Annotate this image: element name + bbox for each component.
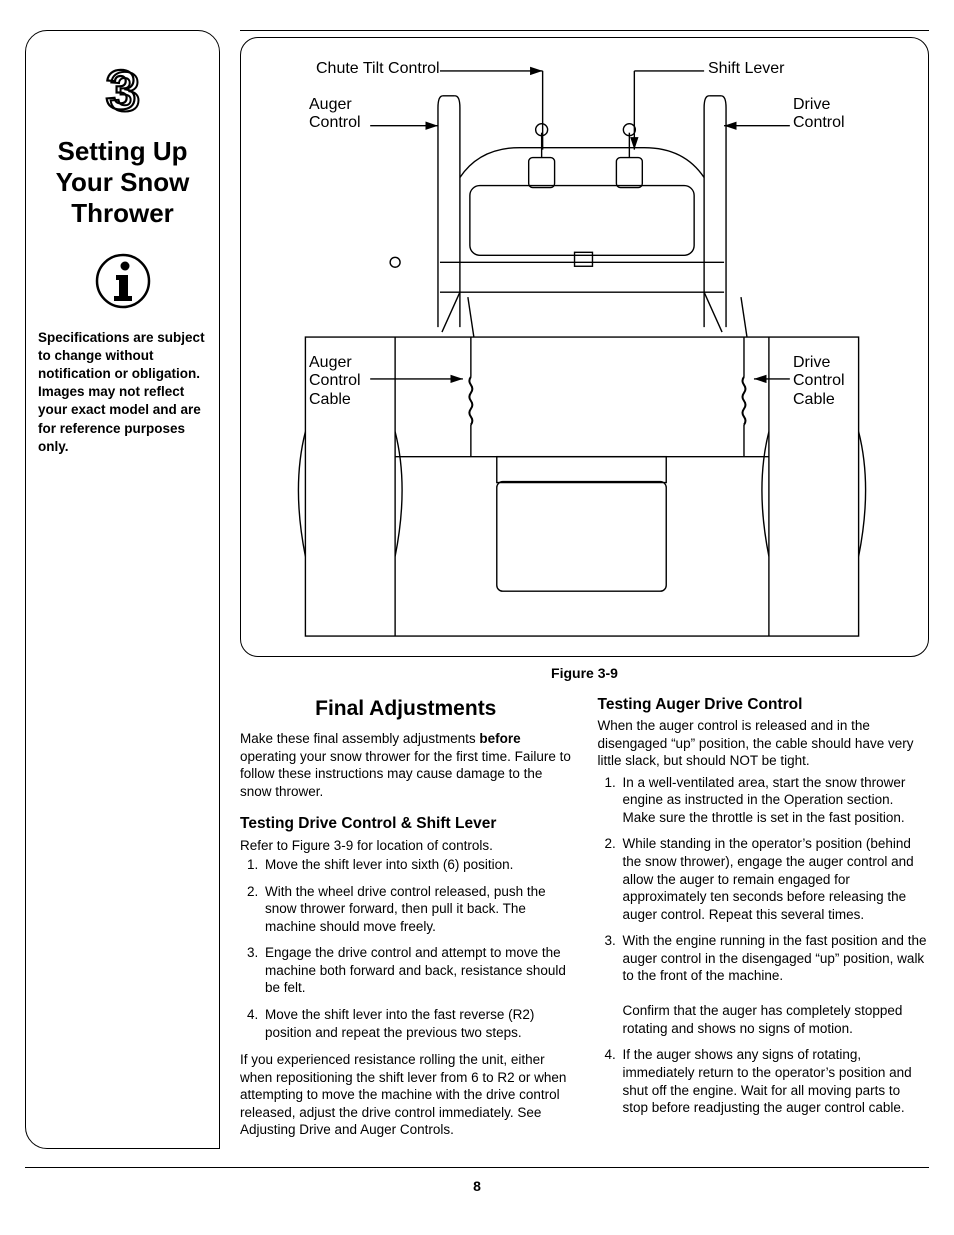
subhead-auger-control: Testing Auger Drive Control xyxy=(598,695,930,715)
chapter-number: 3 xyxy=(105,61,136,121)
right-ordered-list: In a well-ventilated area, start the sno… xyxy=(598,774,930,1117)
right-column: Testing Auger Drive Control When the aug… xyxy=(598,695,930,1149)
left-ordered-list: Move the shift lever into sixth (6) posi… xyxy=(240,856,572,1041)
page-number: 8 xyxy=(25,1178,929,1194)
label-auger-cable: Auger Control Cable xyxy=(309,354,361,409)
list-item: While standing in the operator’s positio… xyxy=(620,835,930,923)
label-drive-control: Drive Control xyxy=(793,96,845,133)
figure-caption: Figure 3-9 xyxy=(240,665,929,681)
list-item: In a well-ventilated area, start the sno… xyxy=(620,774,930,827)
subhead-drive-control: Testing Drive Control & Shift Lever xyxy=(240,814,572,834)
intro-text-after: operating your snow thrower for the firs… xyxy=(240,749,571,799)
list-item: Move the shift lever into the fast rever… xyxy=(262,1006,572,1041)
sidebar-title: Setting Up Your Snow Thrower xyxy=(38,136,207,230)
label-auger-control: Auger Control xyxy=(309,96,361,133)
label-shift-lever: Shift Lever xyxy=(708,60,784,78)
intro-paragraph: Make these final assembly adjustments be… xyxy=(240,730,572,800)
intro-text-before: Make these final assembly adjustments xyxy=(240,731,479,746)
list-item: If the auger shows any signs of rotating… xyxy=(620,1046,930,1116)
left-tail: If you experienced resistance rolling th… xyxy=(240,1051,572,1139)
info-icon xyxy=(38,252,207,315)
chapter-number-icon: 3 3 xyxy=(38,61,207,130)
main-content: Chute Tilt Control Shift Lever Auger Con… xyxy=(240,30,929,1149)
list-item: Engage the drive control and attempt to … xyxy=(262,944,572,997)
left-lead: Refer to Figure 3-9 for location of cont… xyxy=(240,837,572,855)
label-chute-tilt: Chute Tilt Control xyxy=(316,60,440,78)
list-item: With the engine running in the fast posi… xyxy=(620,932,930,1037)
left-column: Final Adjustments Make these final assem… xyxy=(240,695,572,1149)
label-drive-cable: Drive Control Cable xyxy=(793,354,845,409)
text-columns: Final Adjustments Make these final assem… xyxy=(240,695,929,1149)
figure-diagram: Chute Tilt Control Shift Lever Auger Con… xyxy=(240,37,929,657)
intro-text-bold: before xyxy=(479,731,520,746)
sidebar: 3 3 Setting Up Your Snow Thrower Specifi… xyxy=(25,30,220,1149)
sidebar-note: Specifications are subject to change wit… xyxy=(38,329,207,457)
list-item: Move the shift lever into sixth (6) posi… xyxy=(262,856,572,874)
right-lead: When the auger control is released and i… xyxy=(598,717,930,770)
section-heading-final-adjustments: Final Adjustments xyxy=(240,695,572,722)
list-item: With the wheel drive control released, p… xyxy=(262,883,572,936)
